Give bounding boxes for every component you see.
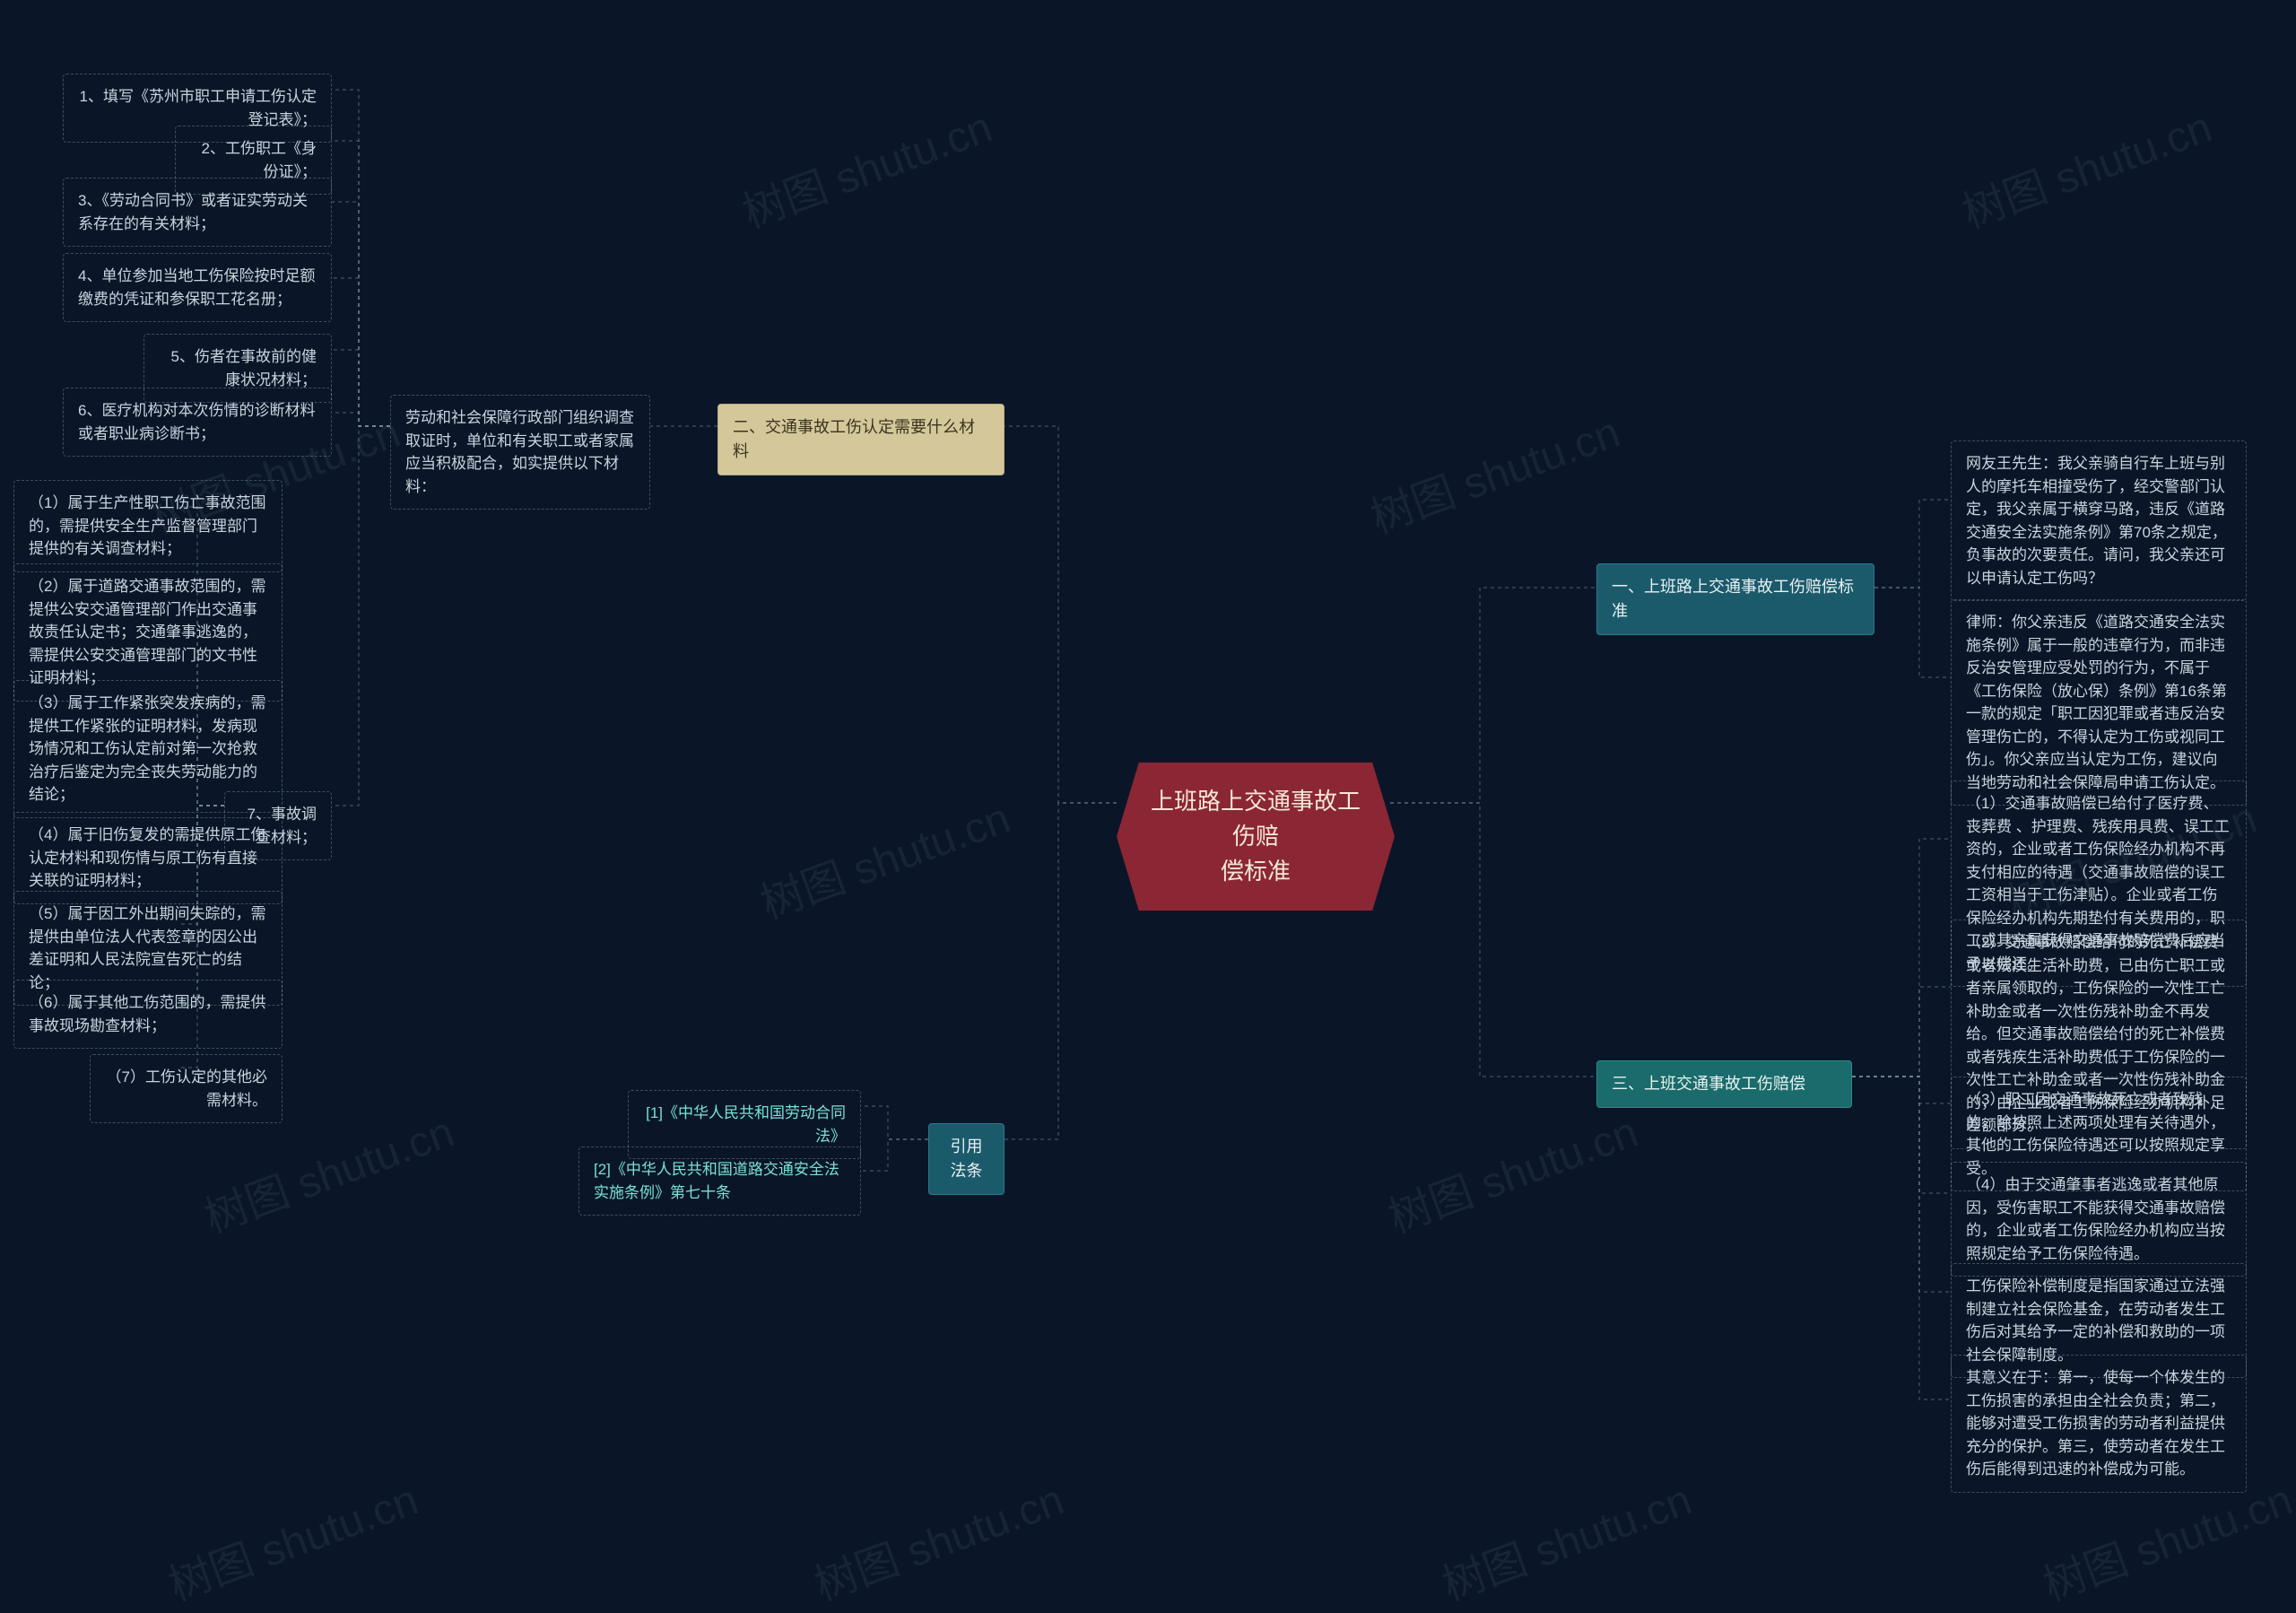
branch-2: 二、交通事故工伤认定需要什么材料 [718, 404, 1004, 475]
b2-l7a: （1）属于生产性职工伤亡事故范围的，需提供安全生产监督管理部门提供的有关调查材料… [13, 480, 283, 572]
b2-l4: 4、单位参加当地工伤保险按时足额缴费的凭证和参保职工花名册； [63, 253, 332, 322]
watermark: 树图 shutu.cn [1952, 92, 2219, 240]
watermark: 树图 shutu.cn [751, 782, 1017, 930]
branch-1: 一、上班路上交通事故工伤赔偿标准 [1596, 563, 1874, 635]
watermark: 树图 shutu.cn [159, 1464, 425, 1612]
b3-leaf-f: 其意义在于：第一，使每一个体发生的工伤损害的承担由全社会负责；第二，能够对遭受工… [1951, 1355, 2247, 1493]
watermark: 树图 shutu.cn [1432, 1464, 1699, 1612]
watermark: 树图 shutu.cn [733, 92, 999, 240]
b2-l3: 3、《劳动合同书》或者证实劳动关系存在的有关材料； [63, 178, 332, 247]
root-line2: 偿标准 [1221, 858, 1291, 885]
b4-leaf-b: [2]《中华人民共和国道路交通安全法实施条例》第七十条 [578, 1147, 861, 1216]
branch-3: 三、上班交通事故工伤赔偿 [1596, 1060, 1852, 1108]
b2-l7f: （6）属于其他工伤范围的，需提供事故现场勘查材料； [13, 980, 283, 1049]
root-node: 上班路上交通事故工伤赔 偿标准 [1117, 763, 1395, 911]
b1-leaf-a: 网友王先生：我父亲骑自行车上班与别人的摩托车相撞受伤了，经交警部门认定，我父亲属… [1951, 440, 2247, 601]
b3-leaf-d: （4）由于交通肇事者逃逸或者其他原因，受伤害职工不能获得交通事故赔偿的，企业或者… [1951, 1162, 2247, 1277]
b2-l6: 6、医疗机构对本次伤情的诊断材料或者职业病诊断书； [63, 388, 332, 457]
b1-leaf-b: 律师：你父亲违反《道路交通安全法实施条例》属于一般的违章行为，而非违反治安管理应… [1951, 599, 2247, 806]
root-line1: 上班路上交通事故工伤赔 [1151, 788, 1361, 850]
branch-4: 引用法条 [928, 1123, 1004, 1195]
b2-l7c: （3）属于工作紧张突发疾病的，需提供工作紧张的证明材料，发病现场情况和工伤认定前… [13, 680, 283, 818]
b2-l7g: （7）工伤认定的其他必需材料。 [90, 1054, 283, 1123]
watermark: 树图 shutu.cn [804, 1464, 1071, 1612]
watermark: 树图 shutu.cn [1361, 397, 1627, 545]
b2-mid: 劳动和社会保障行政部门组织调查取证时，单位和有关职工或者家属应当积极配合，如实提… [390, 395, 650, 510]
watermark: 树图 shutu.cn [1378, 1096, 1645, 1244]
